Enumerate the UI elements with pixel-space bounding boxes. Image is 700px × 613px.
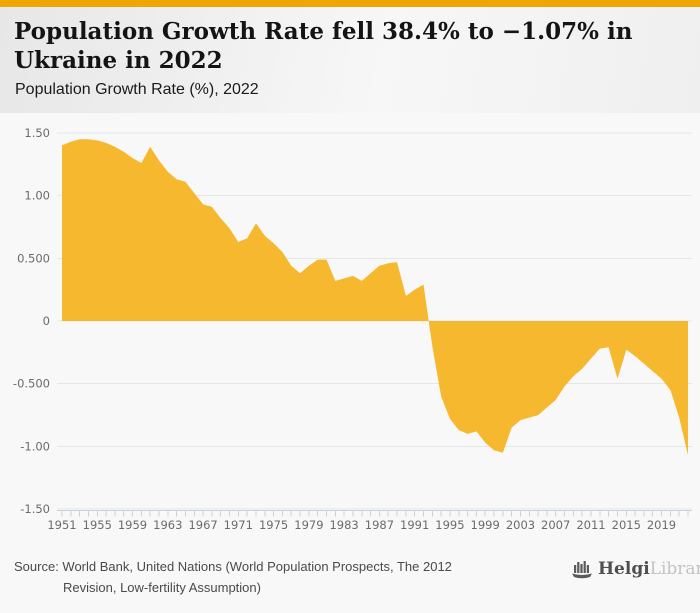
source-line2: Revision, Low-fertility Assumption) [63, 580, 261, 595]
svg-text:1987: 1987 [365, 518, 394, 532]
svg-text:2015: 2015 [612, 518, 641, 532]
logo-text-library: Library. [649, 559, 700, 579]
svg-text:1959: 1959 [118, 518, 147, 532]
svg-text:0: 0 [43, 314, 50, 328]
svg-text:1971: 1971 [224, 518, 253, 532]
svg-text:2007: 2007 [541, 518, 570, 532]
svg-text:1995: 1995 [435, 518, 464, 532]
svg-text:-1.00: -1.00 [20, 439, 50, 453]
svg-text:1999: 1999 [471, 518, 500, 532]
helgilibrary-logo[interactable]: HelgiLibrary. [570, 556, 700, 582]
chart-header: Population Growth Rate fell 38.4% to −1.… [0, 7, 700, 113]
svg-text:1955: 1955 [83, 518, 112, 532]
svg-text:-0.500: -0.500 [13, 377, 50, 391]
svg-text:1951: 1951 [47, 518, 76, 532]
svg-text:1983: 1983 [329, 518, 358, 532]
chart-title-line1: Population Growth Rate fell 38.4% to −1.… [14, 18, 633, 45]
svg-text:1963: 1963 [153, 518, 182, 532]
logo-text-helgi: Helgi [598, 559, 650, 579]
helgilibrary-logo-icon [572, 561, 592, 579]
svg-text:1.00: 1.00 [24, 189, 50, 203]
svg-text:1979: 1979 [294, 518, 323, 532]
source-attribution: Source: World Bank, United Nations (Worl… [14, 556, 452, 598]
svg-text:1975: 1975 [259, 518, 288, 532]
svg-text:1991: 1991 [400, 518, 429, 532]
svg-text:1967: 1967 [188, 518, 217, 532]
brand-accent-bar [0, 0, 700, 7]
source-line1: Source: World Bank, United Nations (Worl… [14, 559, 452, 574]
svg-text:1.50: 1.50 [24, 126, 50, 140]
chart-subtitle: Population Growth Rate (%), 2022 [15, 81, 259, 98]
svg-text:2011: 2011 [576, 518, 605, 532]
area-series-population-growth [62, 139, 688, 456]
svg-text:2003: 2003 [506, 518, 535, 532]
svg-text:2019: 2019 [647, 518, 676, 532]
y-axis-labels: 1.50 1.00 0.500 0 -0.500 -1.00 -1.50 [13, 126, 50, 516]
svg-text:0.500: 0.500 [17, 251, 50, 265]
chart-title: Population Growth Rate fell 38.4% to −1.… [14, 17, 674, 75]
x-axis [57, 510, 692, 517]
chart-title-line2: Ukraine in 2022 [14, 47, 223, 74]
x-axis-labels: 1951 1955 1959 1963 1967 1971 1975 1979 1983 1987… [47, 518, 676, 532]
svg-text:-1.50: -1.50 [20, 502, 50, 516]
